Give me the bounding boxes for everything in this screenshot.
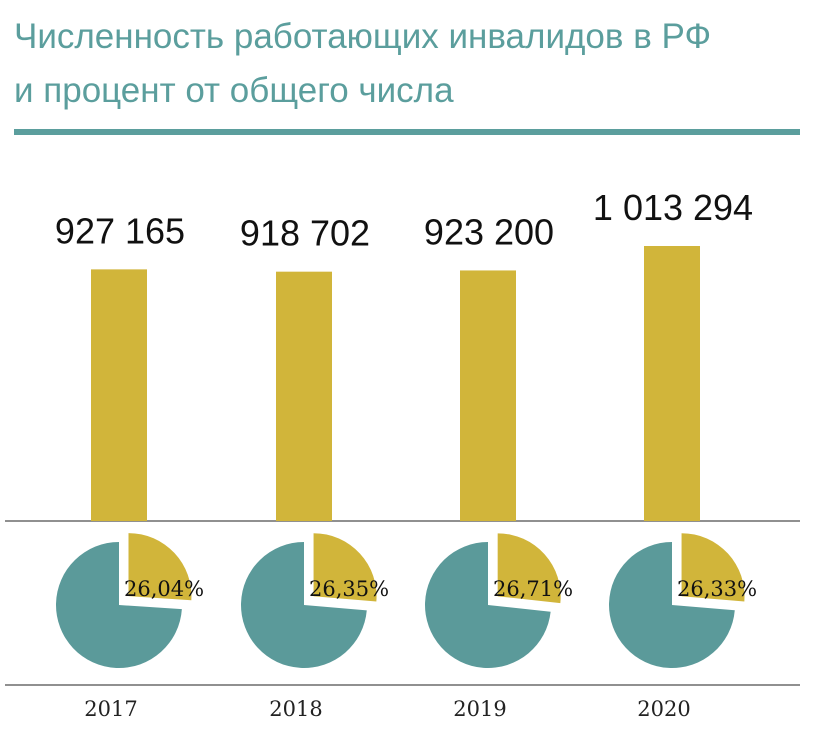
pie-share-slice-2018 xyxy=(313,533,377,602)
x-tick-label-2019: 2019 xyxy=(453,697,506,721)
pie-share-slice-2020 xyxy=(681,533,745,602)
pie-rest-slice-2020 xyxy=(609,542,735,669)
bar-2017 xyxy=(91,269,147,521)
bar-2018 xyxy=(276,271,332,521)
bar-2019 xyxy=(460,270,516,521)
title-underline xyxy=(14,129,800,135)
pie-percent-label-2017: 26,04% xyxy=(124,577,204,601)
x-tick-label-2020: 2020 xyxy=(637,697,690,721)
chart-title: Численность работающих инвалидов в РФ и … xyxy=(14,10,814,118)
pie-rest-slice-2019 xyxy=(424,542,551,669)
bar-value-label-2017: 927 165 xyxy=(55,210,185,251)
pie-rest-slice-2017 xyxy=(56,542,182,668)
bar-2020 xyxy=(644,246,700,521)
title-line-1: Численность работающих инвалидов в РФ xyxy=(14,17,712,56)
bar-value-label-2019: 923 200 xyxy=(424,211,554,252)
bar-value-label-2020: 1 013 294 xyxy=(593,187,753,228)
title-line-2: и процент от общего числа xyxy=(14,71,454,110)
pie-percent-label-2019: 26,71% xyxy=(493,577,573,601)
pie-percent-label-2020: 26,33% xyxy=(677,577,757,601)
x-tick-label-2018: 2018 xyxy=(269,697,322,721)
pie-rest-slice-2018 xyxy=(241,542,367,669)
pie-percent-label-2018: 26,35% xyxy=(309,577,389,601)
x-tick-label-2017: 2017 xyxy=(84,697,137,721)
pie-share-slice-2017 xyxy=(128,533,192,601)
bar-value-label-2018: 918 702 xyxy=(240,213,370,254)
pie-share-slice-2019 xyxy=(497,533,561,604)
